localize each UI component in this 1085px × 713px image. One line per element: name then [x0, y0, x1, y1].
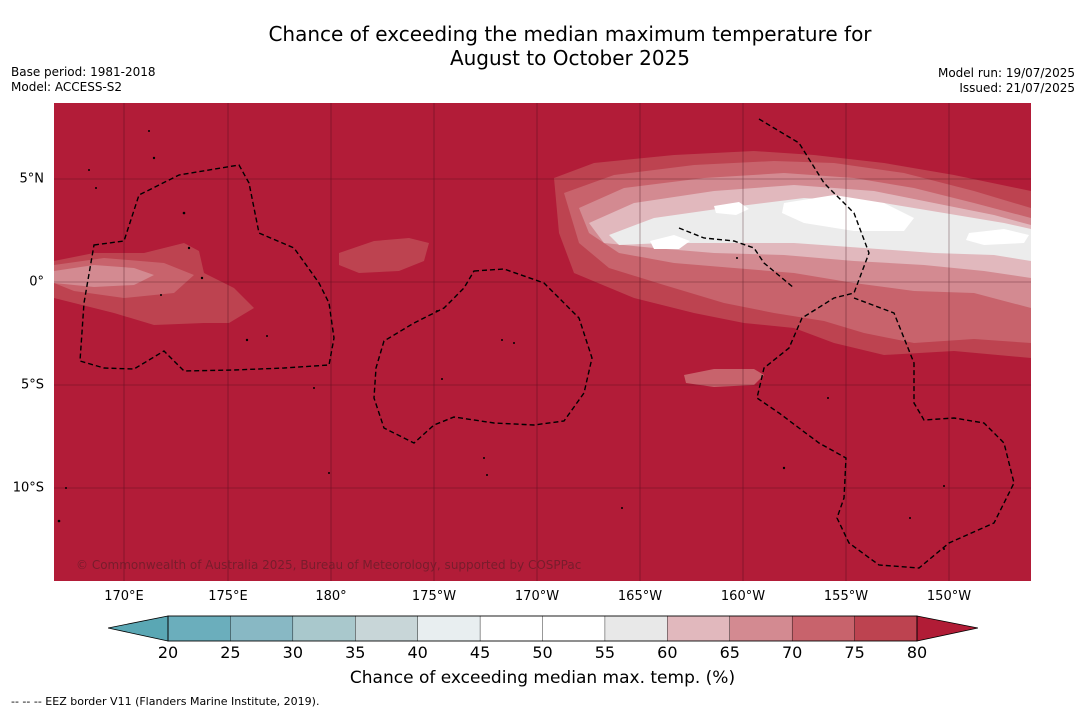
map-title: Chance of exceeding the median maximum t… — [0, 22, 1085, 70]
x-tick-160w: 160°W — [720, 589, 766, 604]
colorbar-segment — [167, 615, 231, 642]
colorbar-tick-label: 80 — [906, 643, 928, 662]
x-tick-170e: 170°E — [104, 589, 144, 604]
eez-borders — [79, 118, 1015, 569]
colorbar-tick-label: 50 — [532, 643, 553, 662]
colorbar-tick-label: 60 — [657, 643, 678, 662]
meta-left: Base period: 1981-2018 Model: ACCESS-S2 — [11, 65, 156, 95]
y-tick-0: 0° — [29, 274, 44, 290]
colorbar-high-extension — [916, 615, 978, 642]
colorbar-segment — [604, 615, 668, 642]
title-line-2: August to October 2025 — [449, 46, 691, 70]
eez-kiribati-phoenix — [373, 268, 593, 444]
base-period: Base period: 1981-2018 — [11, 65, 156, 79]
x-tick-170w: 170°W — [514, 589, 560, 604]
colorbar-segment — [479, 615, 544, 642]
y-tick-10s: 10°S — [12, 480, 44, 496]
colorbar-tick-label: 70 — [781, 643, 803, 662]
issued-date: Issued: 21/07/2025 — [959, 81, 1075, 95]
x-tick-180: 180° — [315, 589, 347, 604]
colorbar-segment — [667, 615, 731, 642]
colorbar — [108, 615, 978, 642]
copyright-notice: © Commonwealth of Australia 2025, Bureau… — [76, 558, 582, 572]
colorbar-segment — [417, 615, 481, 642]
colorbar-tick-label: 75 — [844, 643, 865, 662]
x-tick-175e: 175°E — [208, 589, 248, 604]
eez-kiribati-line — [756, 118, 1015, 569]
region-50-a — [782, 195, 914, 231]
colorbar-tick-label: 40 — [407, 643, 428, 662]
colorbar-tick-label: 35 — [345, 643, 366, 662]
colorbar-tick-label: 30 — [282, 643, 304, 662]
colorbar-segment — [355, 615, 419, 642]
colorbar-segment — [854, 615, 918, 642]
region-75-mid — [339, 238, 429, 273]
model-name: Model: ACCESS-S2 — [11, 80, 123, 94]
colorbar-segment — [729, 615, 793, 642]
colorbar-tick-label: 25 — [220, 643, 241, 662]
y-tick-5s: 5°S — [20, 377, 44, 393]
region-65-west — [54, 265, 154, 287]
region-50-d — [714, 202, 749, 215]
x-tick-165w: 165°W — [617, 589, 663, 604]
islands — [57, 130, 945, 550]
eez-footnote: -- -- -- EEZ border V11 (Flanders Marine… — [11, 695, 320, 708]
x-tick-155w: 155°W — [823, 589, 869, 604]
colorbar-tick-label: 45 — [469, 643, 491, 662]
colorbar-segment — [230, 615, 294, 642]
colorbar-frame — [167, 615, 918, 642]
region-50-b — [966, 229, 1029, 245]
graticule — [54, 103, 1031, 581]
eez-kiribati-gilbert — [79, 164, 335, 372]
meta-right: Model run: 19/07/2025 Issued: 21/07/2025 — [938, 66, 1075, 96]
y-tick-5n: 5°N — [19, 171, 45, 187]
colorbar-low-extension — [108, 615, 169, 642]
forecast-map — [54, 103, 1031, 581]
region-75-south — [684, 369, 764, 387]
title-line-1: Chance of exceeding the median maximum t… — [268, 22, 872, 46]
colorbar-tick-label: 20 — [157, 643, 179, 662]
colorbar-tick-label: 55 — [594, 643, 616, 662]
colorbar-tick-label: 65 — [719, 643, 740, 662]
colorbar-segments — [167, 615, 918, 642]
colorbar-segment — [542, 615, 606, 642]
colorbar-segment — [791, 615, 856, 642]
x-tick-150w: 150°W — [926, 589, 972, 604]
eez-line-north — [678, 227, 795, 289]
colorbar-label: Chance of exceeding median max. temp. (%… — [349, 668, 736, 688]
colorbar-segment — [292, 615, 356, 642]
region-50-c — [650, 235, 690, 249]
x-tick-175w: 175°W — [411, 589, 457, 604]
region-55 — [609, 198, 1031, 261]
model-run: Model run: 19/07/2025 — [937, 66, 1075, 80]
